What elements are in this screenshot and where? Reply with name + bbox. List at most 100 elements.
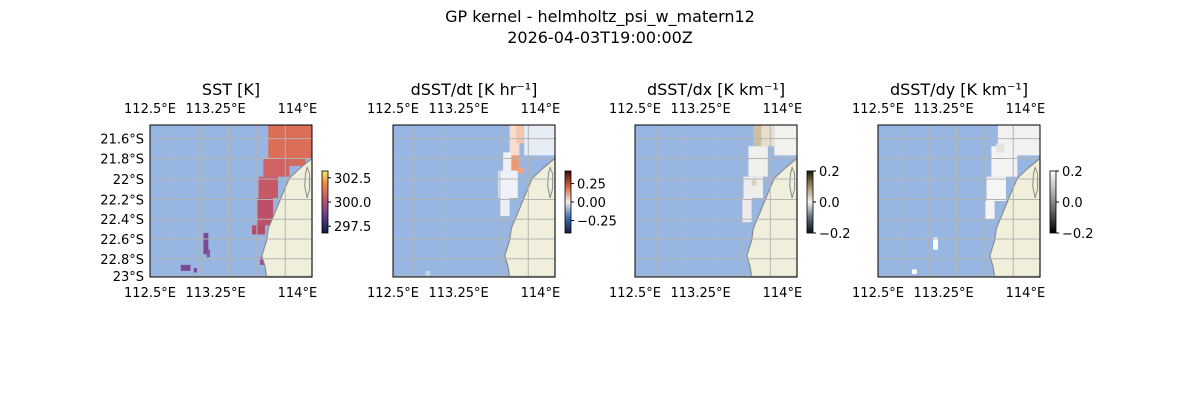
colorbar-tick-label: 0.2 (1062, 165, 1083, 180)
data-cell (252, 225, 266, 235)
panel-title: dSST/dy [K km⁻¹] (890, 80, 1028, 99)
lon-tick-label: 114°E (278, 102, 318, 117)
data-cell (193, 267, 197, 273)
colorbar-tick-label: 302.5 (334, 172, 371, 187)
colorbar-tick-label: 0.0 (1062, 196, 1083, 211)
data-cell (761, 125, 775, 147)
colorbar-tick-label: 297.5 (334, 220, 371, 235)
colorbar (806, 170, 814, 234)
lon-tick-label: 113.25°E (671, 286, 731, 301)
lat-tick-label: 23°S (113, 270, 144, 285)
lat-tick-label: 22.4°S (100, 213, 144, 228)
panel-title: dSST/dx [K km⁻¹] (647, 80, 785, 99)
colorbar-tick-label: −0.25 (577, 214, 617, 229)
map-panel: dSST/dx [K km⁻¹] 112.5°E 112.5°E 113.25°E 11… (609, 80, 851, 301)
data-cell (499, 197, 510, 217)
data-cell (524, 125, 555, 156)
lon-tick-label: 112.5°E (124, 102, 176, 117)
lat-tick-label: 22.6°S (100, 233, 144, 248)
data-cell (753, 125, 762, 147)
data-cell (748, 146, 768, 177)
lon-tick-label: 112.5°E (367, 102, 419, 117)
lon-tick-label: 113.25°E (186, 102, 246, 117)
lon-tick-label: 112.5°E (124, 286, 176, 301)
data-cell (263, 158, 290, 177)
lon-tick-label: 114°E (763, 286, 803, 301)
lon-tick-label: 112.5°E (367, 286, 419, 301)
data-cell (260, 257, 266, 265)
colorbar (564, 170, 572, 234)
panel-title: dSST/dt [K hr⁻¹] (411, 80, 538, 99)
colorbar (321, 170, 329, 234)
colorbar-tick-label: 0.2 (819, 165, 840, 180)
map-frame (149, 124, 313, 278)
colorbar-tick-label: 0.00 (577, 196, 606, 211)
lon-tick-label: 114°E (278, 286, 318, 301)
data-cell (984, 201, 995, 220)
lat-tick-label: 22.8°S (100, 253, 144, 268)
data-cell (503, 152, 512, 171)
lat-tick-label: 21.8°S (100, 152, 144, 167)
colorbar-tick-label: 300.0 (334, 196, 371, 211)
colorbar-tick-label: 0.0 (819, 196, 840, 211)
figure-subtitle: 2026-04-03T19:00:00Z (507, 28, 693, 47)
data-cell (912, 269, 917, 274)
lon-tick-label: 114°E (763, 102, 803, 117)
map-panel: dSST/dt [K hr⁻¹] 112.5°E 112.5°E 113.25°E 11… (367, 80, 617, 301)
lon-tick-label: 112.5°E (852, 102, 904, 117)
data-cell (498, 170, 518, 198)
data-cell (516, 125, 525, 144)
lon-tick-label: 114°E (1006, 286, 1046, 301)
islet (1032, 166, 1039, 199)
data-cell (741, 197, 752, 223)
lon-tick-label: 113.25°E (429, 102, 489, 117)
colorbar-tick-label: −0.2 (1062, 227, 1094, 242)
map-panel: dSST/dy [K km⁻¹] 112.5°E 112.5°E 113.25°E 11… (852, 80, 1094, 301)
lon-tick-label: 113.25°E (671, 102, 731, 117)
lon-tick-label: 114°E (521, 102, 561, 117)
colorbar (1049, 170, 1057, 234)
lon-tick-label: 113.25°E (914, 102, 974, 117)
lon-tick-label: 113.25°E (914, 286, 974, 301)
data-cell (509, 125, 520, 165)
data-cell (203, 232, 209, 255)
lat-tick-label: 22°S (113, 173, 144, 188)
data-cell (206, 249, 210, 258)
data-cell (996, 143, 1005, 153)
lon-tick-label: 112.5°E (609, 102, 661, 117)
map-frame (877, 124, 1041, 278)
colorbar-tick-label: 0.25 (577, 178, 606, 193)
islet (304, 166, 311, 199)
map-panel: SST [K] 112.5°E 112.5°E 113.25°E 113.25°E 114… (100, 80, 371, 301)
data-cell (986, 176, 1006, 201)
data-cell (743, 176, 763, 198)
data-cell (256, 197, 274, 226)
data-cell (258, 176, 278, 198)
data-cell (289, 158, 306, 167)
figure-title: GP kernel - helmholtz_psi_w_matern12 (445, 7, 755, 27)
data-cell (517, 167, 525, 174)
lon-tick-label: 113.25°E (429, 286, 489, 301)
data-cell (751, 179, 757, 186)
lon-tick-label: 114°E (1006, 102, 1046, 117)
map-frame (634, 124, 798, 278)
islet (789, 166, 796, 199)
data-cell (268, 125, 312, 159)
lon-tick-label: 112.5°E (609, 286, 661, 301)
lon-tick-label: 112.5°E (852, 286, 904, 301)
data-cell (774, 125, 797, 156)
lat-tick-label: 21.6°S (100, 133, 144, 148)
colorbar-tick-label: −0.2 (819, 227, 851, 242)
lat-tick-label: 22.2°S (100, 193, 144, 208)
data-cell (425, 270, 431, 276)
panels: SST [K] 112.5°E 112.5°E 113.25°E 113.25°E 114… (100, 80, 1093, 301)
data-cell (511, 155, 520, 171)
data-cell (933, 237, 938, 250)
islet (547, 166, 554, 199)
data-cell (180, 264, 191, 271)
lon-tick-label: 113.25°E (186, 286, 246, 301)
panel-title: SST [K] (202, 80, 260, 99)
lon-tick-label: 114°E (521, 286, 561, 301)
map-frame (392, 124, 556, 278)
